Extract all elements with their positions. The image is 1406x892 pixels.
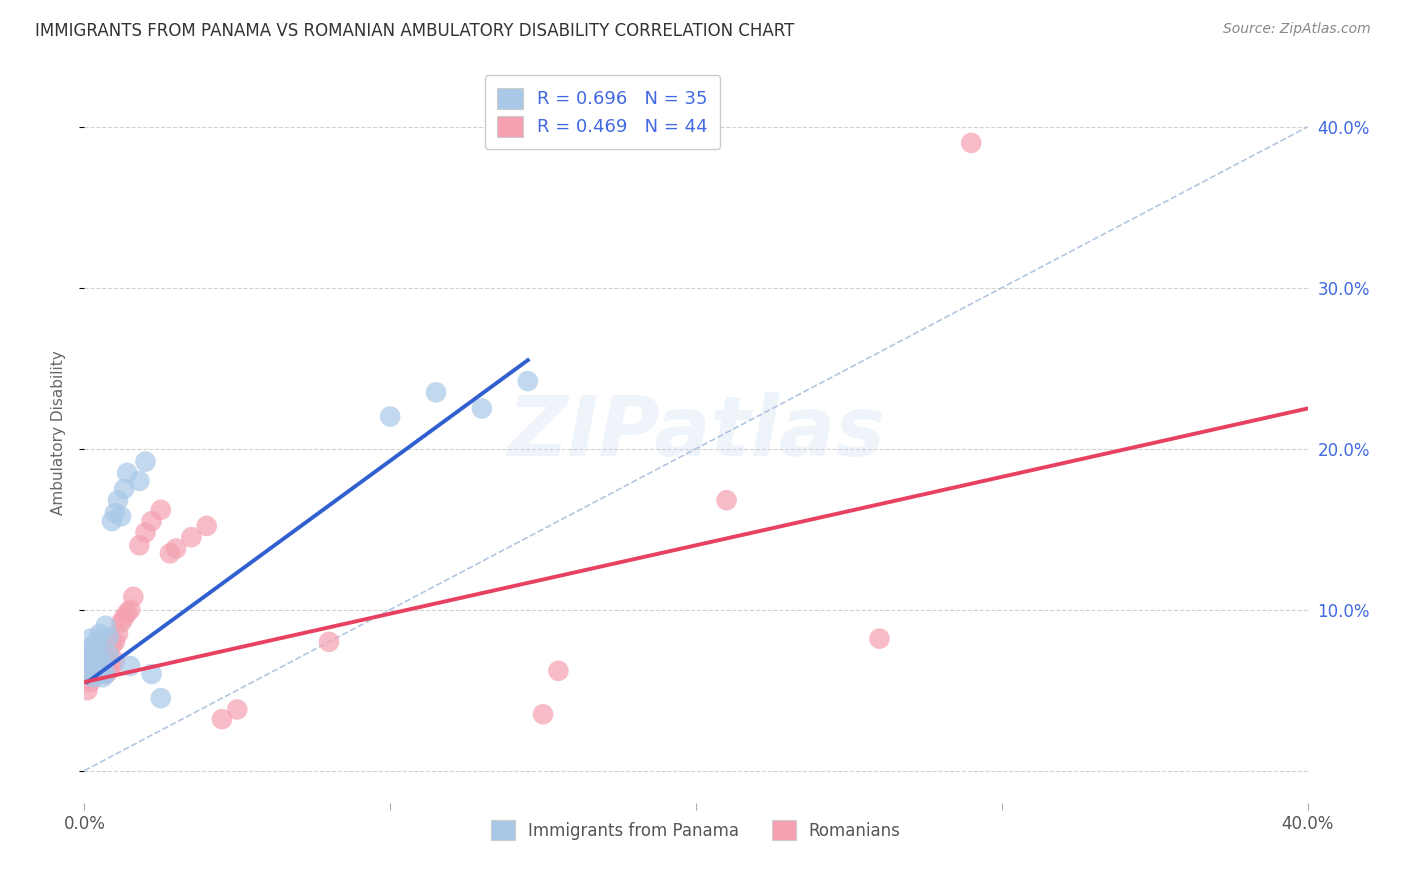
Point [89, 648, 111, 662]
Point [79, 659, 101, 673]
Point [112, 482, 135, 496]
Point [425, 385, 447, 400]
Point [76, 651, 98, 665]
Point [89, 648, 111, 662]
Point [149, 691, 172, 706]
Point [91, 659, 114, 673]
Point [91, 643, 114, 657]
Point [120, 602, 142, 616]
Point [960, 136, 983, 150]
Point [86, 651, 108, 665]
Point [86, 667, 108, 681]
Y-axis label: Ambulatory Disability: Ambulatory Disability [51, 351, 66, 515]
Point [104, 654, 127, 668]
Point [86, 635, 108, 649]
Point [79, 643, 101, 657]
Point [471, 401, 494, 416]
Point [115, 606, 138, 620]
Point [91, 670, 114, 684]
Legend: Immigrants from Panama, Romanians: Immigrants from Panama, Romanians [485, 814, 907, 847]
Point [101, 659, 124, 673]
Point [135, 454, 157, 468]
Point [101, 638, 124, 652]
Point [94, 667, 117, 681]
Point [869, 632, 891, 646]
Point [89, 627, 111, 641]
Point [101, 514, 124, 528]
Point [76, 683, 98, 698]
Point [110, 615, 132, 630]
Point [104, 506, 127, 520]
Point [547, 664, 569, 678]
Point [110, 509, 132, 524]
Point [122, 590, 145, 604]
Point [86, 667, 108, 681]
Point [97, 648, 120, 662]
Point [180, 530, 202, 544]
Point [516, 374, 538, 388]
Point [115, 466, 138, 480]
Point [112, 610, 135, 624]
Point [79, 632, 101, 646]
Text: Source: ZipAtlas.com: Source: ZipAtlas.com [1223, 22, 1371, 37]
Point [97, 630, 120, 644]
Point [531, 707, 554, 722]
Point [380, 409, 402, 424]
Point [107, 627, 129, 641]
Point [94, 654, 117, 668]
Point [83, 643, 105, 657]
Point [141, 667, 163, 681]
Point [83, 638, 105, 652]
Point [91, 659, 114, 673]
Point [159, 546, 181, 560]
Point [149, 503, 172, 517]
Point [120, 659, 142, 673]
Point [195, 519, 218, 533]
Point [128, 474, 150, 488]
Point [97, 664, 120, 678]
Point [89, 635, 111, 649]
Point [79, 659, 101, 673]
Point [128, 538, 150, 552]
Text: IMMIGRANTS FROM PANAMA VS ROMANIAN AMBULATORY DISABILITY CORRELATION CHART: IMMIGRANTS FROM PANAMA VS ROMANIAN AMBUL… [35, 22, 794, 40]
Point [94, 667, 117, 681]
Text: ZIPatlas: ZIPatlas [508, 392, 884, 473]
Point [716, 493, 738, 508]
Point [211, 712, 233, 726]
Point [97, 648, 120, 662]
Point [318, 635, 340, 649]
Point [83, 654, 105, 668]
Point [141, 514, 163, 528]
Point [86, 651, 108, 665]
Point [89, 664, 111, 678]
Point [107, 493, 129, 508]
Point [135, 525, 157, 540]
Point [226, 702, 249, 716]
Point [83, 654, 105, 668]
Point [89, 664, 111, 678]
Point [79, 675, 101, 690]
Point [83, 670, 105, 684]
Point [83, 670, 105, 684]
Point [165, 541, 187, 556]
Point [94, 619, 117, 633]
Point [76, 667, 98, 681]
Point [104, 635, 127, 649]
Point [76, 667, 98, 681]
